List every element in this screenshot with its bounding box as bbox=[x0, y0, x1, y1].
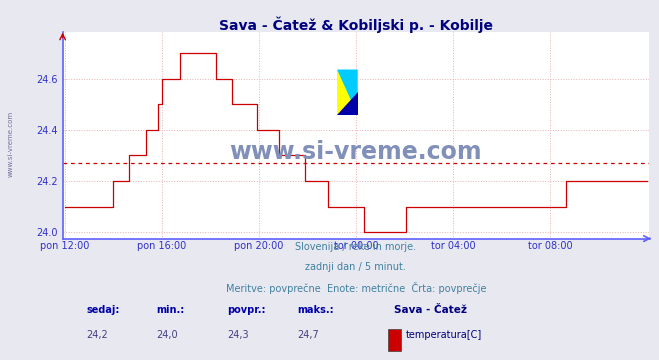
FancyBboxPatch shape bbox=[337, 69, 358, 115]
Text: povpr.:: povpr.: bbox=[227, 305, 266, 315]
Text: www.si-vreme.com: www.si-vreme.com bbox=[229, 140, 482, 164]
Text: 24,3: 24,3 bbox=[227, 330, 248, 341]
Polygon shape bbox=[337, 92, 358, 115]
Text: temperatura[C]: temperatura[C] bbox=[406, 330, 482, 341]
Text: 24,7: 24,7 bbox=[297, 330, 319, 341]
Text: maks.:: maks.: bbox=[297, 305, 334, 315]
Text: 24,2: 24,2 bbox=[86, 330, 108, 341]
Text: Meritve: povprečne  Enote: metrične  Črta: povprečje: Meritve: povprečne Enote: metrične Črta:… bbox=[225, 282, 486, 294]
Text: zadnji dan / 5 minut.: zadnji dan / 5 minut. bbox=[305, 262, 407, 272]
Text: Sava - Čatež: Sava - Čatež bbox=[394, 305, 467, 315]
Polygon shape bbox=[337, 69, 358, 115]
Text: Sava - Čatež & Kobiljski p. - Kobilje: Sava - Čatež & Kobiljski p. - Kobilje bbox=[219, 16, 493, 33]
Text: www.si-vreme.com: www.si-vreme.com bbox=[8, 111, 14, 177]
Bar bbox=[388, 329, 401, 351]
Text: min.:: min.: bbox=[156, 305, 185, 315]
Text: 24,0: 24,0 bbox=[156, 330, 178, 341]
Text: Slovenija / reke in morje.: Slovenija / reke in morje. bbox=[295, 242, 416, 252]
Text: sedaj:: sedaj: bbox=[86, 305, 119, 315]
